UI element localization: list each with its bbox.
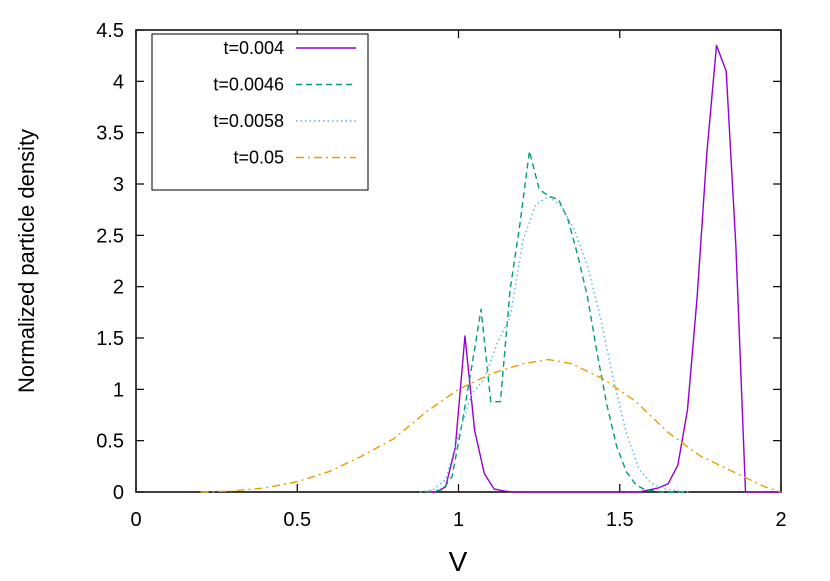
y-tick-label: 2.5 [96, 225, 124, 247]
series-line-t-0-05 [200, 358, 782, 493]
y-axis: 0 0.5 1 1.5 2 2.5 3 3.5 4 4.5 [96, 20, 781, 504]
y-tick-label: 4 [113, 71, 124, 93]
y-tick-label: 1 [113, 379, 124, 401]
legend-label: t=0.0046 [213, 75, 284, 95]
series-layer [200, 44, 782, 493]
legend-label: t=0.004 [223, 38, 284, 58]
legend: t=0.004 t=0.0046 t=0.0058 t=0.05 [151, 33, 369, 191]
y-tick-label: 4.5 [96, 20, 124, 42]
y-tick-label: 3.5 [96, 123, 124, 145]
x-axis-label: V [449, 546, 468, 577]
series-line-t-0-004 [426, 44, 781, 493]
x-tick-label: 1 [453, 509, 464, 531]
y-tick-label: 2 [113, 277, 124, 299]
legend-label: t=0.05 [233, 148, 284, 168]
y-tick-label: 1.5 [96, 328, 124, 350]
legend-label: t=0.0058 [213, 111, 284, 131]
x-tick-label: 0.5 [283, 509, 311, 531]
x-tick-label: 1.5 [606, 509, 634, 531]
x-tick-label: 0 [130, 509, 141, 531]
y-axis-label: Normalized particle density [14, 129, 39, 393]
series-line-t-0-0058 [419, 195, 691, 493]
x-tick-label: 2 [775, 509, 786, 531]
y-tick-label: 0 [113, 482, 124, 504]
legend-box [151, 33, 369, 191]
y-tick-label: 0.5 [96, 431, 124, 453]
series-line-t-0-0046 [426, 150, 685, 493]
y-tick-label: 3 [113, 174, 124, 196]
